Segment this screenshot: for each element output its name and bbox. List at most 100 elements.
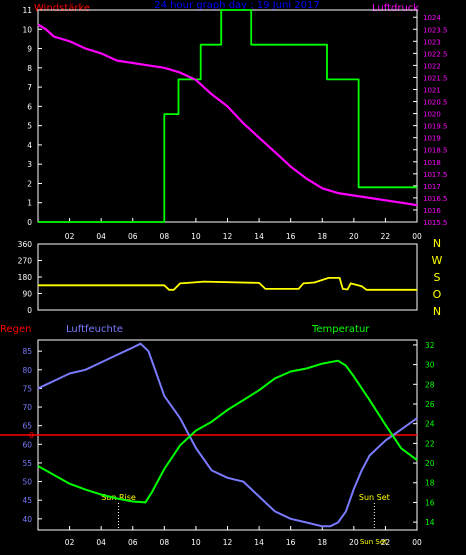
pressure-tick-label: 1019 [423,135,441,143]
x-tick-label: 08 [160,232,170,241]
pressure-tick-label: 1022.5 [423,50,448,58]
humidity-tick-label: 40 [22,515,32,524]
compass-label: O [433,288,442,301]
pressure-tick-label: 1018.5 [423,147,448,155]
panel2-series [38,277,417,291]
compass-label: N [433,305,441,318]
humidity-tick-label: 70 [22,403,32,412]
x-tick-label: 06 [128,538,138,547]
x-tick-label: 10 [191,538,201,547]
x-tick-label: 14 [254,232,264,241]
temperature-tick-label: 22 [425,439,435,448]
temperature-tick-label: 30 [425,361,435,370]
direction-tick-label: 360 [18,240,33,249]
humidity-tick-label: 80 [22,366,32,375]
panel2-direction-ticks: 0 90 180 270 360 [18,240,42,315]
x-tick-label: 02 [65,538,75,547]
temperature-line [37,359,418,504]
temperature-tick-label: 26 [425,400,435,409]
pressure-tick-label: 1017 [423,183,441,191]
x-tick-label: 00 [412,232,422,241]
panel-wind-pressure: Windstärke 24 hour graph day : 19 Juni 2… [22,0,447,241]
panel1-time-ticks: 02 04 06 08 10 12 14 16 18 20 22 00 [65,218,422,241]
wind-tick-label: 6 [27,102,32,111]
wind-tick-label: 0 [27,218,32,227]
wind-tick-label: 8 [27,64,32,73]
x-tick-label: 22 [381,538,391,547]
panel1-series [37,9,418,223]
humidity-tick-label: 55 [22,459,32,468]
x-tick-label: 18 [317,232,327,241]
compass-label: N [433,237,441,250]
temperature-axis-label: Temperatur [311,324,370,335]
humidity-tick-label: 85 [22,347,32,356]
rain-zero-label: 0 [29,431,34,440]
x-tick-label: 02 [65,232,75,241]
pressure-tick-label: 1018 [423,159,441,167]
panel3-humidity-ticks: 40 45 50 55 60 65 70 75 80 85 [22,347,42,524]
x-tick-label: 04 [96,538,106,547]
temperature-tick-label: 16 [425,498,435,507]
pressure-tick-label: 1016.5 [423,195,448,203]
chart-title: 24 hour graph day : 19 Juni 2017 [154,0,320,11]
panel3-time-ticks: 02 04 06 08 10 12 14 16 18 20 22 00 [65,526,422,547]
direction-tick-label: 90 [22,290,32,299]
x-tick-label: 00 [412,538,422,547]
pressure-line [37,23,418,207]
temperature-tick-label: 14 [425,518,435,527]
pressure-axis-label: Luftdruck [372,3,419,14]
pressure-tick-label: 1019.5 [423,123,448,131]
x-tick-label: 16 [286,232,296,241]
sunset-label: Sun Set [359,493,390,502]
direction-tick-label: 180 [18,273,33,282]
wind-tick-label: 7 [27,83,32,92]
wind-tick-label: 10 [22,25,32,34]
x-tick-label: 14 [254,538,264,547]
temperature-tick-label: 32 [425,341,435,350]
panel3-series: 0 Sun Rise Sun Set Sun Set [0,342,418,546]
humidity-tick-label: 60 [22,440,32,449]
compass-label: W [432,254,443,267]
humidity-tick-label: 75 [22,384,32,393]
wind-speed-line [38,9,417,223]
wind-speed-axis-label: Windstärke [34,3,90,14]
pressure-tick-label: 1020 [423,111,441,119]
wind-tick-label: 4 [27,141,32,150]
x-tick-label: 06 [128,232,138,241]
pressure-tick-label: 1020.5 [423,99,448,107]
direction-tick-label: 0 [27,306,32,315]
pressure-tick-label: 1023 [423,38,441,46]
temperature-tick-label: 18 [425,479,435,488]
humidity-tick-label: 50 [22,478,32,487]
pressure-tick-label: 1023.5 [423,26,448,34]
panel1-wind-ticks: 0 1 2 3 4 5 6 7 8 9 10 11 [22,6,42,227]
x-tick-label: 20 [349,538,359,547]
x-tick-label: 16 [286,538,296,547]
x-tick-label: 20 [349,232,359,241]
wind-tick-label: 1 [27,199,32,208]
sunrise-label: Sun Rise [101,493,136,502]
compass-label: S [434,271,441,284]
pressure-tick-label: 1016 [423,207,441,215]
pressure-tick-label: 1021.5 [423,74,448,82]
x-tick-label: 08 [160,538,170,547]
x-tick-label: 22 [381,232,391,241]
temperature-tick-label: 20 [425,459,435,468]
wind-tick-label: 5 [27,122,32,131]
humidity-axis-label: Luftfeuchte [66,324,123,335]
panel-humidity-temperature: Regen Luftfeuchte Temperatur 40 45 50 55 60 6… [0,324,435,547]
pressure-tick-label: 1024 [423,14,441,22]
direction-tick-label: 270 [18,257,33,266]
rain-axis-label: Regen [0,324,32,335]
panel3-temperature-ticks: 14 16 18 20 22 24 26 28 30 32 [413,341,435,527]
temperature-tick-label: 28 [425,380,435,389]
humidity-line [37,342,418,528]
x-tick-label: 04 [96,232,106,241]
sunset-axis-label: Sun Set [360,538,387,546]
pressure-tick-label: 1017.5 [423,171,448,179]
wind-tick-label: 2 [27,179,32,188]
